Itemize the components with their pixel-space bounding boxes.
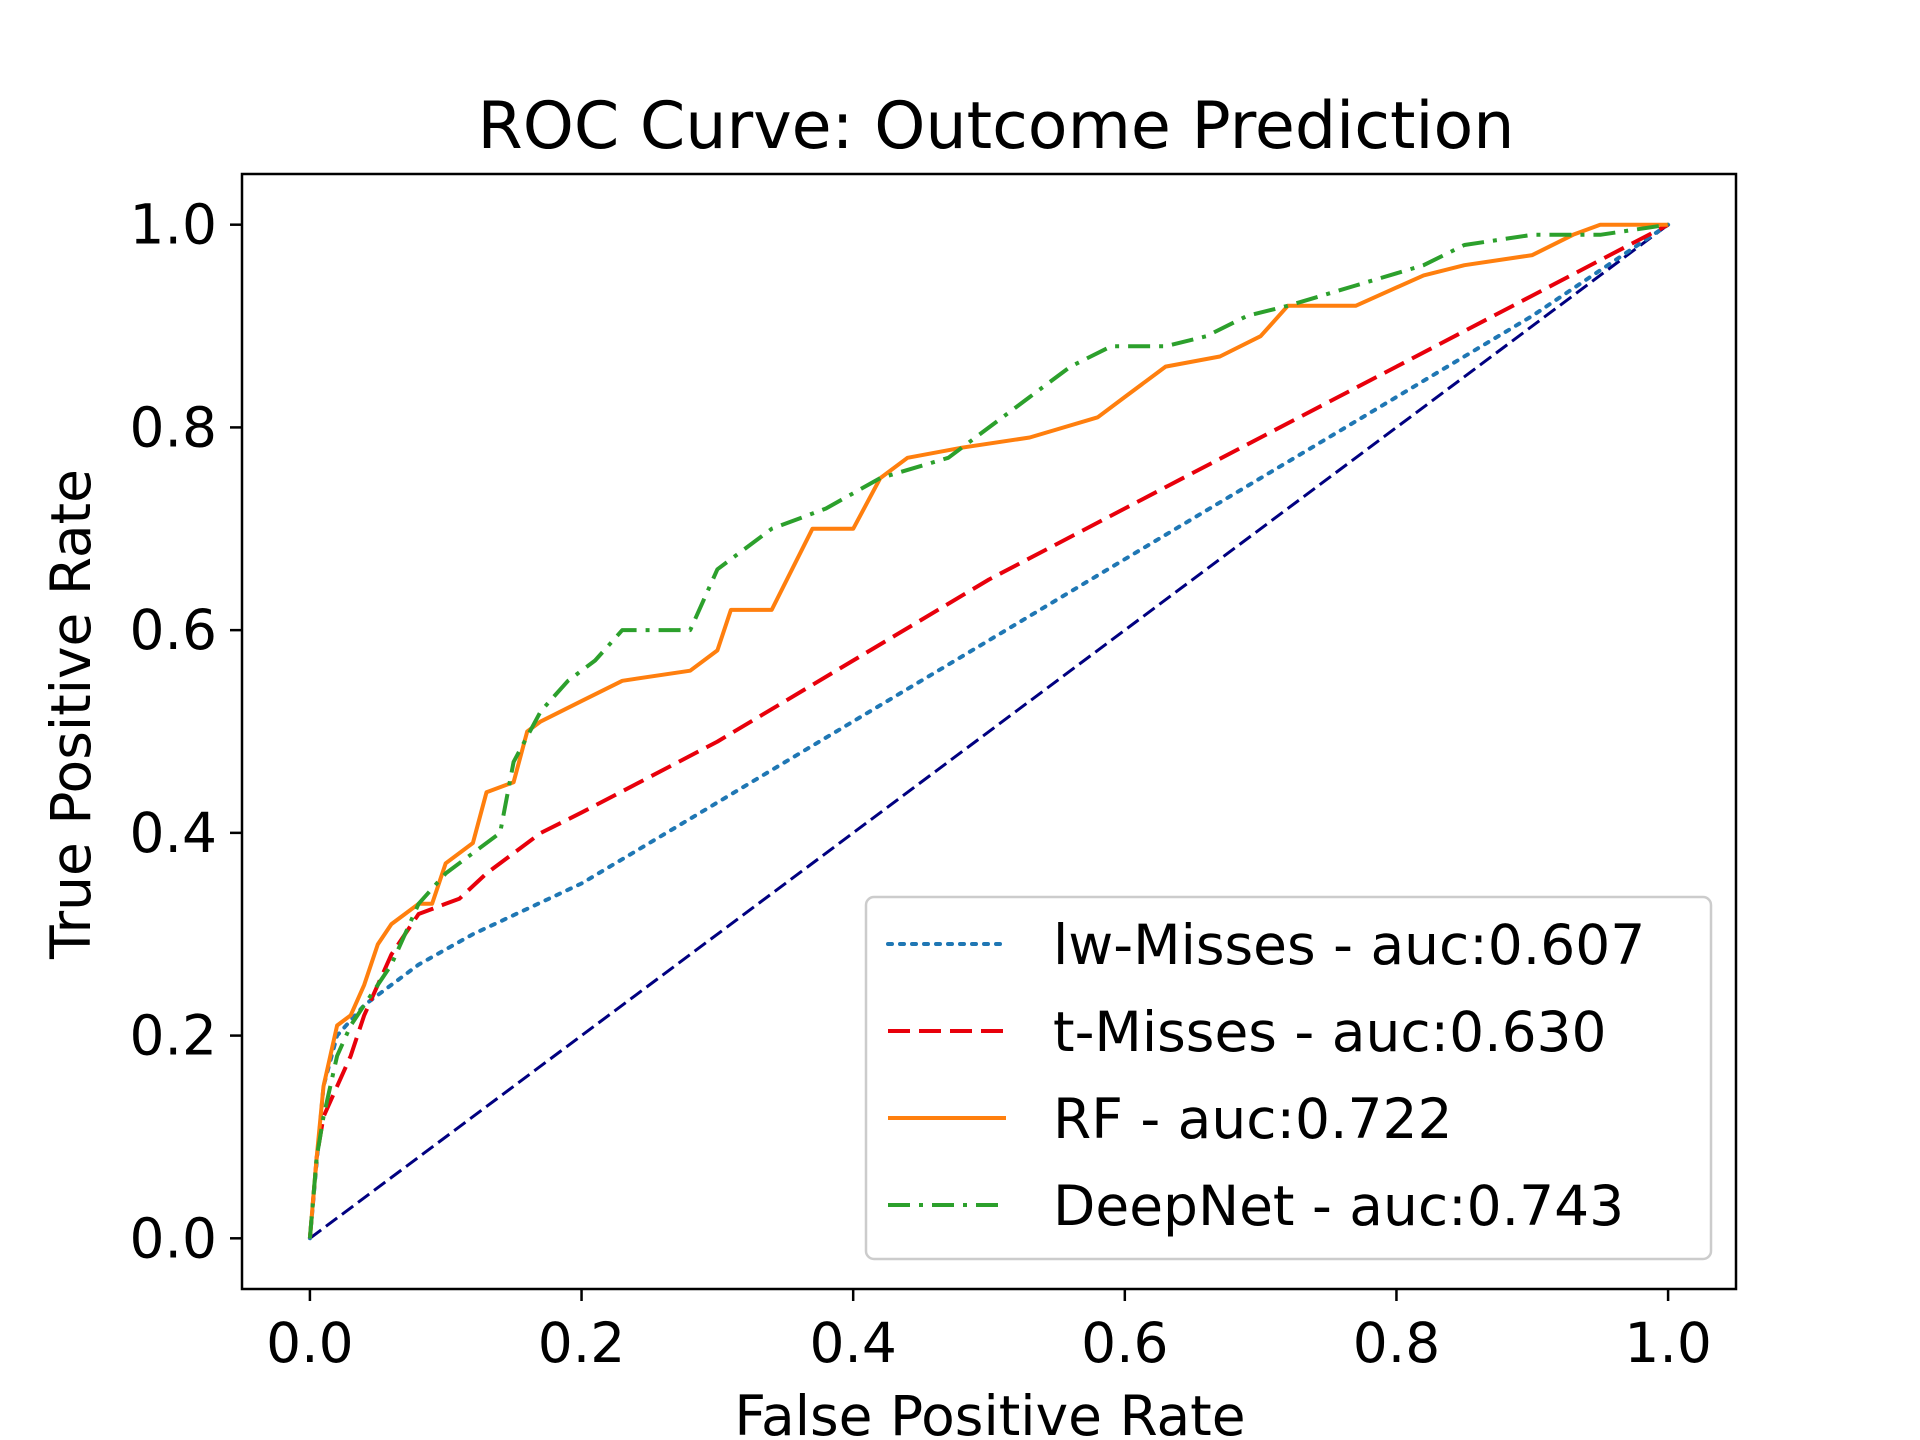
y-tick-label: 1.0: [130, 193, 217, 257]
chart-title: ROC Curve: Outcome Prediction: [478, 89, 1515, 164]
legend-label-2: RF - auc:0.722: [1053, 1087, 1452, 1151]
y-axis-label: True Positive Rate: [39, 469, 103, 960]
series-line-1: [307, 222, 1670, 1239]
plot-area: 0.0 0.2 0.4 0.6 0.8 1.0 0.0 0.2 0.4 0.6 0.8 1.0 lw-M…: [130, 172, 1738, 1375]
legend: lw-Misses - auc:0.607 t-Misses - auc:0.63…: [864, 895, 1713, 1261]
series-line-3: [307, 222, 1669, 1239]
y-tick-label: 0.6: [130, 598, 217, 662]
x-tick-label: 0.6: [1081, 1311, 1168, 1375]
legend-box: [864, 895, 1713, 1261]
y-tick-label: 0.4: [130, 801, 217, 865]
y-tick-label: 0.8: [130, 395, 217, 459]
legend-label-3: DeepNet - auc:0.743: [1053, 1174, 1624, 1238]
series-line-2: [307, 222, 1669, 1239]
series-line-0: [307, 222, 1671, 1241]
y-tick-label: 0.2: [130, 1004, 217, 1068]
reference-diagonal-line: [309, 223, 1669, 1240]
legend-label-0: lw-Misses - auc:0.607: [1053, 913, 1645, 977]
x-tick-label: 0.0: [266, 1311, 353, 1375]
legend-label-1: t-Misses - auc:0.630: [1053, 1000, 1607, 1064]
x-tick-label: 0.4: [809, 1311, 896, 1375]
x-tick-label: 1.0: [1624, 1311, 1711, 1375]
x-tick-label: 0.8: [1353, 1311, 1440, 1375]
x-axis-label: False Positive Rate: [734, 1384, 1245, 1440]
y-tick-label: 0.0: [130, 1206, 217, 1270]
x-tick-label: 0.2: [538, 1311, 625, 1375]
plot-frame: [240, 172, 1738, 1291]
